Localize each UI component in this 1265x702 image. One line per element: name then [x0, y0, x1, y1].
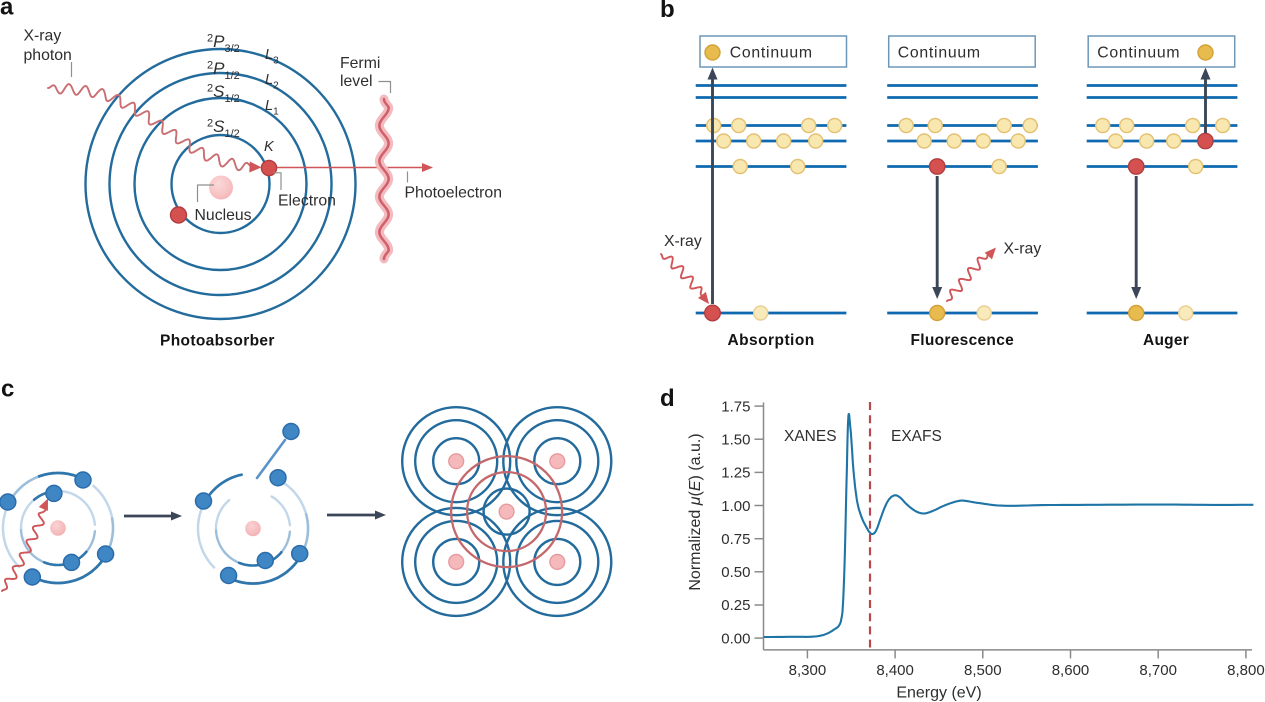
svg-text:c: c: [1, 376, 14, 403]
svg-text:0.25: 0.25: [721, 597, 750, 614]
svg-text:L2: L2: [265, 72, 279, 92]
svg-text:8,600: 8,600: [1052, 662, 1090, 679]
svg-text:XANES: XANES: [784, 428, 837, 445]
svg-text:Normalized μ(E) (a.u.): Normalized μ(E) (a.u.): [687, 433, 704, 590]
svg-text:photon: photon: [24, 47, 72, 64]
svg-text:Photoelectron: Photoelectron: [405, 185, 502, 202]
svg-text:d: d: [660, 385, 675, 412]
svg-text:2S1/2: 2S1/2: [207, 82, 240, 105]
svg-text:L3: L3: [265, 47, 279, 67]
svg-text:8,800: 8,800: [1227, 662, 1265, 679]
svg-text:Absorption: Absorption: [728, 332, 815, 349]
svg-text:Energy (eV): Energy (eV): [896, 685, 981, 702]
svg-text:0.50: 0.50: [721, 564, 750, 581]
svg-text:1.00: 1.00: [721, 498, 750, 515]
svg-text:1.50: 1.50: [721, 432, 750, 449]
svg-text:8,700: 8,700: [1139, 662, 1177, 679]
svg-text:Continuum: Continuum: [1097, 45, 1180, 62]
svg-text:Fermi: Fermi: [340, 55, 380, 72]
svg-text:2P3/2: 2P3/2: [207, 32, 240, 55]
svg-text:X-ray: X-ray: [1004, 241, 1042, 258]
svg-text:1.75: 1.75: [721, 398, 750, 415]
svg-text:X-ray: X-ray: [24, 28, 62, 45]
svg-text:2P1/2: 2P1/2: [207, 59, 240, 82]
svg-text:Continuum: Continuum: [730, 45, 813, 62]
svg-text:Auger: Auger: [1143, 332, 1189, 349]
svg-text:level: level: [340, 73, 373, 90]
svg-text:L1: L1: [265, 98, 279, 118]
svg-text:Fluorescence: Fluorescence: [911, 332, 1015, 349]
svg-text:8,400: 8,400: [876, 662, 914, 679]
svg-text:X-ray: X-ray: [664, 233, 702, 250]
svg-text:b: b: [660, 0, 675, 23]
svg-text:1.25: 1.25: [721, 465, 750, 482]
svg-text:0.00: 0.00: [721, 630, 750, 647]
svg-text:2S1/2: 2S1/2: [207, 117, 240, 140]
svg-text:Electron: Electron: [278, 193, 336, 210]
svg-text:Continuum: Continuum: [898, 45, 981, 62]
svg-text:8,500: 8,500: [964, 662, 1002, 679]
svg-text:K: K: [264, 139, 275, 155]
svg-text:8,300: 8,300: [789, 662, 827, 679]
svg-text:a: a: [0, 0, 14, 21]
svg-text:Photoabsorber: Photoabsorber: [160, 333, 275, 350]
svg-text:EXAFS: EXAFS: [891, 428, 942, 445]
svg-text:0.75: 0.75: [721, 531, 750, 548]
svg-text:Nucleus: Nucleus: [195, 207, 252, 224]
